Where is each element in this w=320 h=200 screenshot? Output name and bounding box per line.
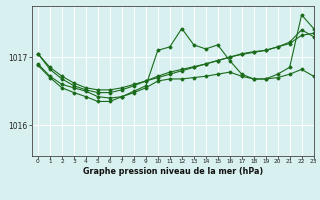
X-axis label: Graphe pression niveau de la mer (hPa): Graphe pression niveau de la mer (hPa) xyxy=(83,167,263,176)
